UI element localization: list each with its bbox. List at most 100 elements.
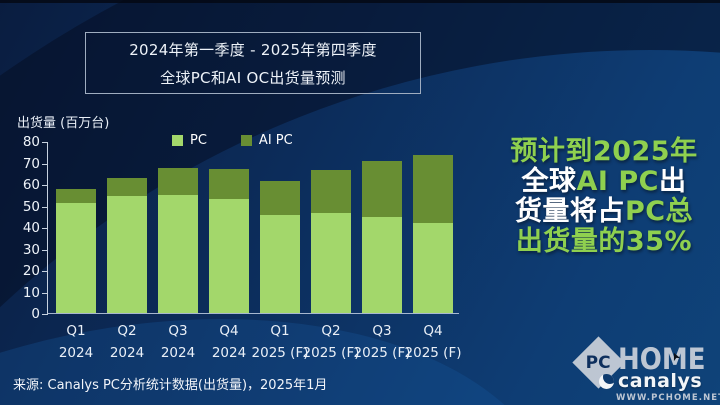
y-tick-mark — [42, 228, 48, 229]
y-tick-label: 80 — [22, 134, 40, 150]
y-tick-label: 10 — [22, 284, 40, 301]
canalys-logo-text: canalys — [618, 370, 703, 392]
headline-line-2-suffix: 出 — [658, 166, 687, 197]
bar-segment-pc — [158, 194, 198, 313]
y-tick-label: 60 — [22, 177, 40, 193]
legend-item-ai-pc: AI PC — [240, 133, 293, 148]
bar-segment-pc — [260, 215, 300, 313]
y-tick-label: 30 — [22, 241, 40, 258]
y-tick-mark — [42, 292, 48, 294]
pchome-canalys-watermark: PC HOME ➤ canalys WWW.PCHOME.NET — [572, 336, 720, 403]
canalys-logo: canalys — [599, 370, 702, 392]
chart-title-box: 2024年第一季度 - 2025年第四季度 全球PC和AI OC出货量预测 — [85, 32, 421, 94]
x-label-year: 2024 — [109, 344, 145, 361]
x-label-year: 2025 (F) — [251, 344, 309, 361]
x-axis-label-8: Q4 2025 (F) — [405, 323, 462, 360]
headline-line-3: 货量将占PC总 — [492, 197, 716, 227]
bar-series-container — [48, 142, 459, 313]
y-tick-mark — [42, 249, 48, 251]
headline-line-4: 出货量的35% — [515, 226, 693, 257]
source-note: 来源: Canalys PC分析统计数据(出货量)，2025年1月 — [13, 378, 328, 393]
bar-q3-2024 — [158, 167, 198, 313]
bar-segment-pc — [56, 203, 96, 313]
y-tick-label: 70 — [22, 155, 40, 172]
canalys-crescent-cut — [603, 373, 614, 384]
x-label-year: 2025 (F) — [404, 344, 462, 361]
bar-segment-ai-pc — [413, 155, 453, 223]
bar-q2-2024 — [107, 177, 147, 313]
headline-line-1: 预计到2025年 — [510, 136, 698, 167]
bar-chart-plot-area: PC AI PC Q1 2024 Q2 2024 Q3 2024 Q4 2024 Q1 2025 (… — [23, 133, 462, 359]
x-label-year: 2024 — [58, 344, 94, 361]
bar-segment-pc — [209, 199, 249, 313]
x-axis-label-5: Q1 2025 (F) — [252, 323, 309, 360]
legend-label: PC — [190, 133, 207, 148]
bar-segment-pc — [362, 217, 402, 313]
x-axis-label-1: Q1 2024 — [56, 323, 96, 361]
bar-q1-2024 — [56, 189, 96, 313]
pchome-logo-home-text: HOME — [618, 343, 706, 377]
x-label-year: 2025 (F) — [353, 344, 411, 361]
x-label-year: 2025 (F) — [302, 344, 360, 361]
bar-q4-2024 — [209, 169, 249, 313]
y-tick-label: 20 — [22, 263, 40, 279]
bar-segment-ai-pc — [260, 180, 300, 216]
x-label-quarter: Q3 — [372, 323, 392, 339]
bar-segment-pc — [107, 195, 147, 313]
legend-label: AI PC — [258, 133, 293, 148]
y-tick-mark — [42, 163, 48, 165]
legend-swatch — [240, 135, 252, 146]
bar-segment-ai-pc — [209, 169, 249, 200]
canalys-crescent-icon — [599, 373, 614, 389]
x-axis-label-6: Q2 2025 (F) — [303, 323, 360, 360]
bar-segment-ai-pc — [362, 161, 402, 218]
y-tick-label: 0 — [31, 306, 40, 322]
x-axis-label-2: Q2 2024 — [107, 323, 147, 361]
chart-legend: PC AI PC — [172, 133, 293, 148]
x-label-quarter: Q1 — [270, 323, 290, 339]
x-axis-label-7: Q3 2025 (F) — [354, 323, 411, 360]
y-tick-mark — [42, 142, 48, 143]
headline-line-2-highlight: AI PC — [576, 166, 659, 197]
bar-q3-2025 — [362, 161, 402, 313]
headline-line-3-highlight: PC总 — [624, 196, 694, 227]
y-tick-mark — [42, 206, 48, 208]
headline-line-2: 全球AI PC出 — [492, 167, 716, 197]
headline-line-3-prefix: 货量将占 — [514, 196, 625, 227]
bar-segment-ai-pc — [107, 177, 147, 196]
chart-title-line-1: 2024年第一季度 - 2025年第四季度 — [129, 40, 377, 59]
y-tick-mark — [42, 271, 48, 272]
bar-segment-pc — [413, 222, 453, 313]
x-label-year: 2024 — [211, 344, 247, 361]
y-tick-label: 50 — [22, 198, 40, 215]
y-tick-mark — [42, 185, 48, 186]
x-label-quarter: Q4 — [423, 323, 443, 339]
y-axis-title: 出货量 (百万台) — [17, 116, 110, 131]
headline-line-2-prefix: 全球 — [521, 166, 577, 197]
x-label-quarter: Q4 — [219, 323, 239, 339]
bar-q1-2025 — [260, 180, 300, 313]
bar-segment-pc — [311, 213, 351, 313]
bar-q2-2025 — [311, 170, 351, 313]
x-label-year: 2024 — [160, 344, 196, 361]
legend-item-pc: PC — [172, 133, 207, 148]
bar-q4-2025 — [413, 155, 453, 313]
x-label-quarter: Q2 — [321, 323, 341, 339]
headline-callout: 预计到2025年 全球AI PC出 货量将占PC总 出货量的35% — [492, 137, 716, 257]
x-label-quarter: Q2 — [117, 323, 137, 339]
x-label-quarter: Q1 — [66, 323, 86, 339]
y-tick-mark — [42, 314, 48, 315]
x-axis-label-4: Q4 2024 — [209, 323, 249, 361]
bar-segment-ai-pc — [158, 167, 198, 195]
bar-segment-ai-pc — [56, 189, 96, 204]
bar-segment-ai-pc — [311, 170, 351, 213]
x-axis-labels: Q1 2024 Q2 2024 Q3 2024 Q4 2024 Q1 2025 (F) Q2 2025… — [48, 323, 462, 361]
x-label-quarter: Q3 — [168, 323, 188, 339]
background-top-strip — [0, 0, 720, 3]
pchome-url-text: WWW.PCHOME.NET — [616, 393, 720, 403]
legend-swatch — [172, 135, 183, 146]
chart-title-line-2: 全球PC和AI OC出货量预测 — [160, 68, 346, 87]
y-tick-label: 40 — [22, 220, 40, 236]
